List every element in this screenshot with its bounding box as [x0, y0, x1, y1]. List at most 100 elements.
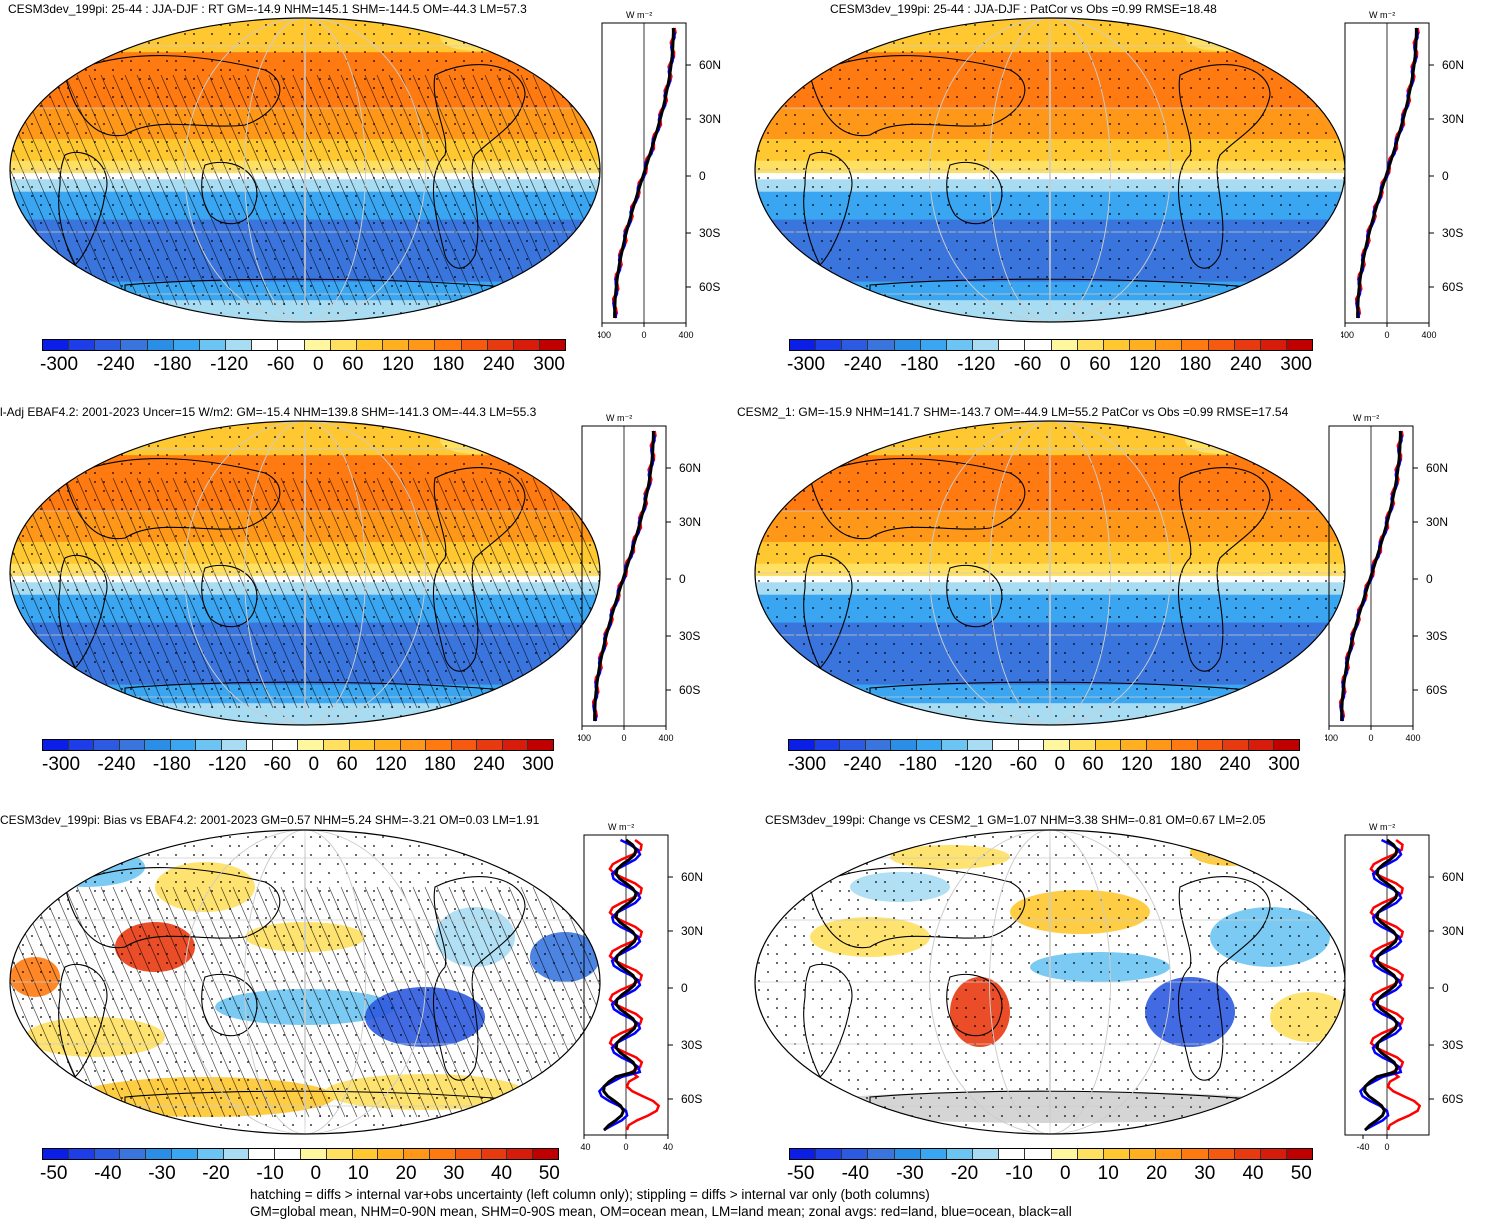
colorbar-tick-label: 300 [1268, 754, 1300, 775]
colorbar-swatch [383, 340, 410, 350]
coastline [432, 64, 526, 269]
colorbar-swatch [272, 740, 299, 750]
colorbar-swatch [1234, 340, 1261, 350]
colorbar-labels: -300 -240 -180 -120 -60 0 60 120 180 240 300 [40, 354, 565, 376]
colorbar-tick-label: 240 [482, 354, 515, 375]
lat-tick-label: 60N [681, 870, 703, 884]
colorbar-tick-label: -300 [42, 754, 81, 775]
colorbar-swatch [330, 340, 357, 350]
colorbar-swatch [378, 1149, 405, 1159]
colorbar-swatch [507, 1149, 534, 1159]
colorbar-swatch [920, 1149, 947, 1159]
colorbar-tick-label: -60 [1013, 354, 1042, 375]
colorbar-swatch [487, 340, 514, 350]
colorbar-tick-label: -120 [210, 354, 249, 375]
all-zonal-curve [1340, 431, 1402, 721]
colorbar-swatch [1121, 740, 1147, 750]
anomaly-region [1145, 977, 1235, 1047]
colorbar-swatch [894, 340, 921, 350]
lat-tick-label: 30S [681, 1038, 702, 1052]
colorbar-swatch [1172, 740, 1198, 750]
colorbar-swatch [1223, 740, 1249, 750]
coastline [201, 564, 258, 628]
colorbar-swatch [147, 340, 174, 350]
panel-title: l-Adj EBAF4.2: 2001-2023 Uncer=15 W/m2: … [0, 405, 537, 419]
colorbar-swatch [304, 340, 331, 350]
colorbar-swatch [502, 740, 529, 750]
colorbar-swatch [252, 340, 279, 350]
colorbar-tick-label: 300 [1280, 354, 1312, 375]
lat-tick-label: 0 [1442, 981, 1449, 995]
colorbar-swatch [352, 1149, 379, 1159]
lat-band [755, 191, 1345, 221]
colorbar-swatch [461, 340, 488, 350]
x-tick-label: 400 [678, 330, 693, 340]
colorbar-tick-label: 60 [1089, 354, 1111, 375]
colorbar-swatch [1182, 1149, 1209, 1159]
map-border [754, 420, 1346, 726]
map-border [9, 17, 601, 323]
colorbar-tick-label: 180 [1170, 754, 1202, 775]
x-tick-label: -40 [1356, 1142, 1369, 1152]
colorbar-tick-label: 60 [1082, 754, 1104, 775]
colorbar-swatch [814, 740, 841, 750]
colorbar-swatch [170, 740, 197, 750]
colorbar [788, 739, 1300, 751]
x-tick-label: 0 [1384, 1142, 1389, 1152]
colorbar-tick-label: 0 [1060, 354, 1071, 375]
colorbar-tick-label: -240 [97, 754, 136, 775]
colorbar-tick-label: 10 [347, 1163, 369, 1184]
anomaly-region [115, 922, 195, 972]
panel-title: CESM3dev_199pi: Change vs CESM2_1 GM=1.0… [765, 813, 1266, 827]
lat-band [755, 300, 1345, 322]
colorbar-tick-label: 180 [432, 354, 465, 375]
x-tick-label: -400 [1325, 733, 1338, 743]
colorbar-swatch [375, 740, 401, 750]
colorbar-swatch [43, 740, 69, 750]
anomaly-region [435, 907, 515, 967]
colorbar-swatch [121, 340, 148, 350]
colorbar-swatch [300, 1149, 327, 1159]
colorbar-tick-label: -20 [950, 1163, 979, 1184]
colorbar-tick-label: 0 [313, 354, 324, 375]
colorbar-tick-label: 20 [1145, 1163, 1168, 1184]
coastline [809, 867, 1026, 949]
anomaly-region [850, 872, 950, 902]
coastline [1177, 467, 1271, 672]
lat-tick-label: 60N [699, 58, 721, 72]
colorbar-tick-label: -240 [843, 754, 882, 775]
lat-tick-label: 60N [679, 461, 701, 475]
colorbar-tick-label: -60 [266, 354, 295, 375]
lat-tick-label: 0 [681, 981, 688, 995]
colorbar-tick-label: 50 [1290, 1163, 1312, 1184]
colorbar-swatch [1248, 740, 1275, 750]
colorbar-swatch [973, 340, 1000, 350]
coastline [1177, 876, 1271, 1081]
panel-title: CESM3dev_199pi: 25-44 : JJA-DJF : RT GM=… [8, 2, 527, 16]
zonal-profile: W m⁻² 60N 30N 0 30S 60S -400 0 400 [1325, 413, 1448, 743]
colorbar-swatch [528, 740, 553, 750]
colorbar-tick-label: 300 [522, 754, 554, 775]
lat-tick-label: 30N [1442, 112, 1464, 126]
colorbar-swatch [43, 340, 70, 350]
zonal-profile: W m⁻² 60N 30N 0 30S 60S -400 0 400 [578, 413, 701, 743]
x-tick-label: 0 [621, 733, 626, 743]
colorbar-tick-label: 40 [1242, 1163, 1264, 1184]
lat-band [755, 563, 1345, 578]
colorbar-labels: -300 -240 -180 -120 -60 0 60 120 180 240 300 [787, 354, 1312, 376]
colorbar-tick-label: -120 [957, 354, 996, 375]
footer-line-1: hatching = diffs > internal var+obs unce… [250, 1187, 930, 1202]
footer-line-2: GM=global mean, NHM=0-90N mean, SHM=0-90… [250, 1204, 1072, 1219]
lat-band [755, 173, 1345, 181]
colorbar-swatch [1130, 340, 1157, 350]
lat-tick-label: 30S [699, 226, 720, 240]
colorbar-swatch [94, 740, 120, 750]
map-border [9, 829, 601, 1135]
coastline [201, 161, 258, 225]
lat-band [10, 191, 600, 221]
colorbar-swatch [891, 740, 917, 750]
lat-band [755, 582, 1345, 596]
x-tick-label: -400 [598, 330, 611, 340]
colorbar-swatch [400, 740, 427, 750]
all-zonal-curve [593, 431, 655, 721]
